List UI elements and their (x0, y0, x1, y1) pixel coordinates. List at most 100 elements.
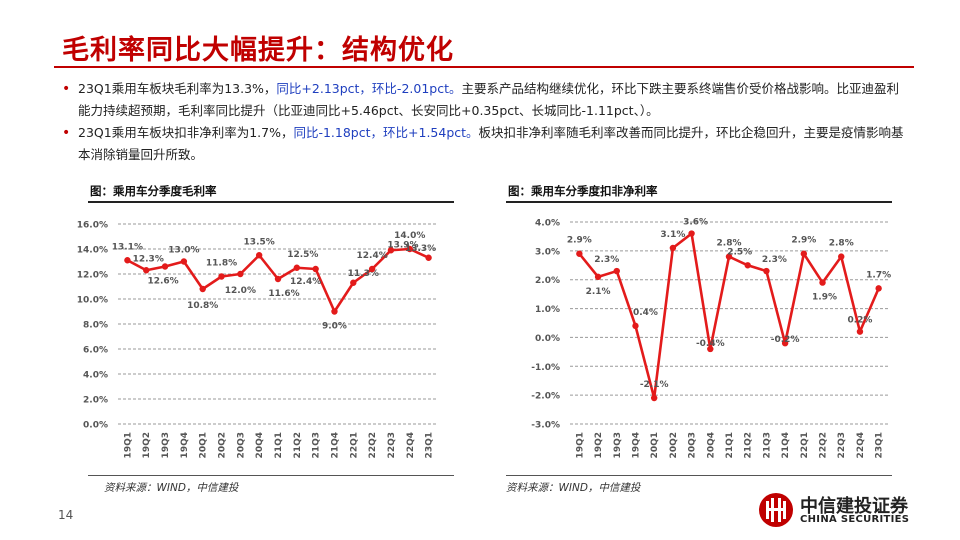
data-point (875, 285, 882, 292)
logo-cn-text: 中信建投证券 (800, 496, 908, 517)
data-label: 2.1% (586, 287, 611, 297)
data-point (425, 254, 432, 261)
x-tick-label: 23Q1 (875, 432, 885, 458)
y-tick-label: 12.0% (77, 271, 108, 281)
x-tick-label: 21Q4 (781, 432, 791, 458)
x-tick-label: 22Q2 (819, 432, 829, 458)
bullet-text: 23Q1乘用车板块扣非净利率为1.7%， (78, 125, 294, 140)
data-label: 2.5% (727, 247, 752, 257)
data-label: 9.0% (322, 322, 347, 332)
data-label: -2.1% (640, 380, 669, 390)
data-point (669, 244, 677, 252)
data-point (406, 245, 413, 253)
y-tick-label: 16.0% (77, 221, 108, 231)
data-label: 11.8% (206, 259, 237, 269)
data-label: 2.3% (594, 255, 619, 265)
data-label: 2.3% (762, 255, 787, 265)
data-label: 2.8% (717, 239, 742, 249)
chart-title-rule (506, 201, 892, 203)
data-label: 11.6% (268, 289, 299, 299)
data-label: 13.0% (168, 246, 199, 256)
y-tick-label: -2.0% (531, 392, 560, 402)
data-point (180, 258, 188, 265)
x-tick-label: 22Q2 (368, 432, 378, 458)
y-tick-label: 0.0% (83, 421, 108, 431)
x-tick-label: 21Q1 (725, 432, 735, 458)
data-point (819, 279, 826, 286)
x-tick-label: 19Q3 (613, 432, 623, 458)
x-tick-label: 20Q1 (199, 432, 209, 458)
data-label: 11.3% (348, 269, 379, 279)
bullet-list: • 23Q1乘用车板块毛利率为13.3%，同比+2.13pct，环比-2.01p… (60, 78, 910, 166)
x-tick-label: 22Q1 (349, 432, 359, 458)
data-point (650, 394, 658, 402)
chart-source-net-margin: 资料来源：WIND，中信建投 (506, 482, 641, 494)
x-tick-label: 21Q3 (312, 432, 322, 458)
y-tick-label: 2.0% (83, 396, 108, 406)
data-label: -0.2% (771, 335, 800, 345)
data-label: -0.4% (696, 339, 725, 349)
data-label: 12.4% (290, 277, 321, 287)
data-label: 1.9% (812, 293, 837, 303)
y-tick-label: 4.0% (535, 219, 560, 229)
data-label: 12.3% (133, 254, 164, 264)
x-tick-label: 22Q3 (837, 432, 847, 458)
data-point (632, 322, 639, 330)
data-point (594, 273, 602, 281)
data-label: 10.8% (187, 301, 218, 311)
logo-en-text: CHINA SECURITIES (800, 514, 910, 525)
bullet-dot-icon: • (62, 125, 71, 141)
data-label: 12.0% (225, 286, 256, 296)
x-tick-label: 19Q4 (631, 432, 641, 458)
data-point (576, 250, 583, 257)
data-label: 12.4% (357, 251, 388, 261)
bullet-highlight: 同比-1.18pct，环比+1.54pct。 (293, 125, 479, 140)
data-point (124, 257, 131, 264)
data-point (293, 264, 301, 271)
x-tick-label: 21Q4 (330, 432, 340, 458)
data-point (744, 262, 751, 269)
source-rule (88, 475, 454, 476)
data-label: 2.9% (791, 236, 816, 246)
chart-title-gross-margin: 图：乘用车分季度毛利率 (90, 184, 217, 198)
data-label: 13.3% (405, 244, 436, 254)
data-point (725, 253, 733, 260)
x-tick-label: 19Q4 (180, 432, 190, 458)
data-label: 3.6% (683, 218, 708, 228)
y-tick-label: -1.0% (531, 363, 560, 373)
x-tick-label: 22Q4 (856, 432, 866, 458)
x-tick-label: 23Q1 (425, 432, 435, 458)
data-point (161, 263, 169, 270)
data-label: 12.5% (287, 250, 318, 260)
x-tick-label: 22Q1 (800, 432, 810, 458)
x-tick-label: 21Q2 (744, 432, 754, 458)
source-rule (506, 475, 892, 476)
data-point (368, 265, 376, 273)
y-tick-label: 8.0% (83, 321, 108, 331)
data-point (350, 279, 357, 286)
data-point (387, 247, 395, 254)
data-point (781, 340, 789, 347)
x-tick-label: 19Q2 (594, 432, 604, 458)
x-tick-label: 19Q2 (142, 432, 152, 458)
x-tick-label: 21Q3 (762, 432, 772, 458)
x-tick-label: 19Q3 (161, 432, 171, 458)
y-tick-label: 1.0% (535, 305, 560, 315)
data-point (218, 273, 225, 280)
x-tick-label: 22Q4 (406, 432, 416, 458)
bullet-text: 主要系产品结构继续优化，环比下跌主要系终端售价受价格战影响。比亚迪盈利能力持续超… (78, 81, 900, 118)
x-tick-label: 20Q2 (218, 432, 228, 458)
data-point (237, 270, 244, 278)
data-label: 0.2% (847, 316, 872, 326)
title-underline (54, 66, 914, 68)
x-tick-label: 21Q2 (293, 432, 303, 458)
x-tick-label: 20Q2 (669, 432, 679, 458)
y-tick-label: -3.0% (531, 421, 560, 431)
y-tick-label: 10.0% (77, 296, 108, 306)
data-point (143, 267, 150, 274)
data-point (688, 230, 695, 237)
bullet-highlight: 同比+2.13pct，环比-2.01pct。 (276, 81, 462, 96)
chart-source-gross-margin: 资料来源：WIND，中信建投 (104, 482, 239, 494)
data-point (800, 250, 808, 257)
data-point (312, 265, 319, 273)
